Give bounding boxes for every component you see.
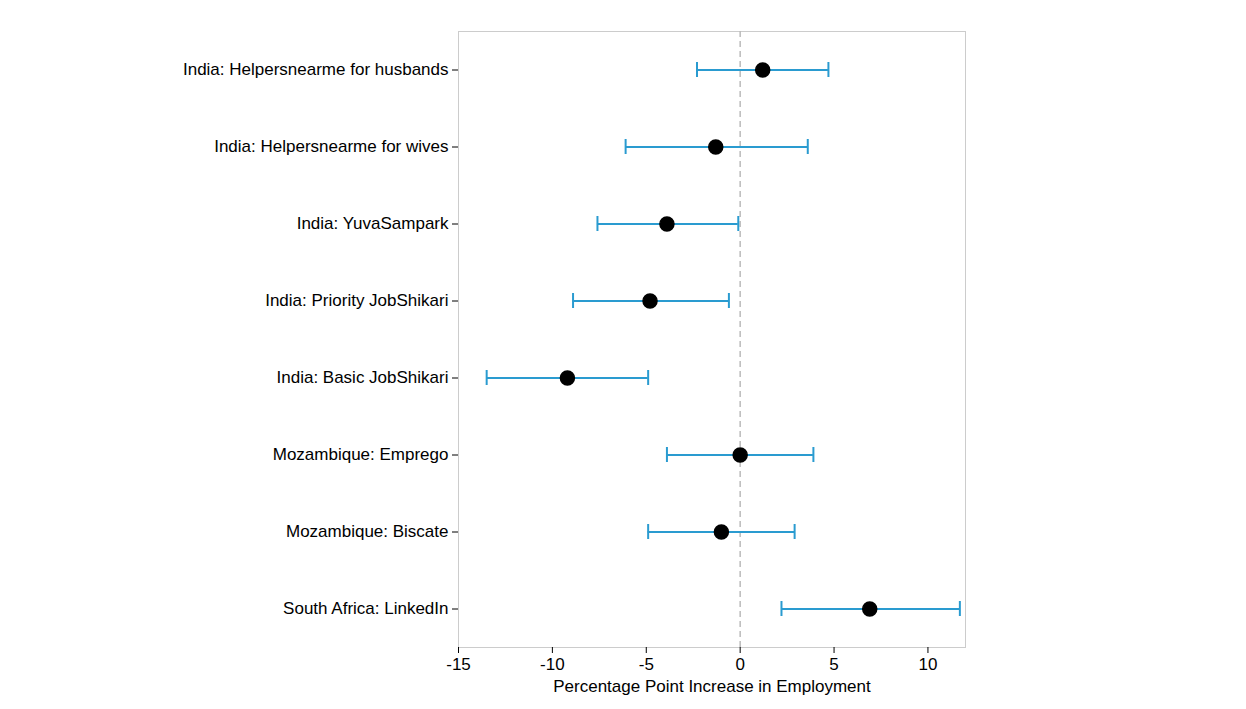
svg-text:India: Helpersnearme for wives: India: Helpersnearme for wives	[214, 137, 448, 156]
svg-text:5: 5	[829, 655, 838, 674]
svg-text:-15: -15	[446, 655, 471, 674]
svg-text:10: 10	[918, 655, 937, 674]
svg-text:Mozambique: Biscate: Mozambique: Biscate	[286, 522, 449, 541]
svg-text:Mozambique: Emprego: Mozambique: Emprego	[273, 445, 449, 464]
svg-text:0: 0	[735, 655, 744, 674]
svg-text:-5: -5	[639, 655, 654, 674]
svg-text:South Africa: LinkedIn: South Africa: LinkedIn	[283, 599, 448, 618]
svg-text:India: Priority JobShikari: India: Priority JobShikari	[265, 291, 448, 310]
svg-text:India: YuvaSampark: India: YuvaSampark	[297, 214, 449, 233]
svg-text:Percentage Point Increase in E: Percentage Point Increase in Employment	[553, 677, 871, 696]
svg-text:India: Basic JobShikari: India: Basic JobShikari	[277, 368, 449, 387]
svg-text:India: Helpersnearme for husba: India: Helpersnearme for husbands	[183, 60, 449, 79]
svg-text:-10: -10	[540, 655, 565, 674]
